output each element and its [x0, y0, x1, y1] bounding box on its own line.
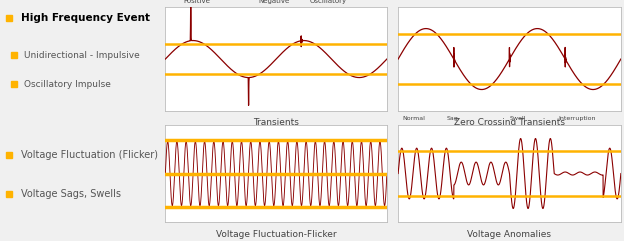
Text: Swell: Swell: [509, 116, 526, 121]
Text: Negative: Negative: [258, 0, 290, 4]
Text: Interruption: Interruption: [558, 116, 596, 121]
Text: Unidirectional - Impulsive: Unidirectional - Impulsive: [24, 51, 140, 60]
Text: High Frequency Event: High Frequency Event: [21, 13, 150, 23]
Text: Oscillatory: Oscillatory: [310, 0, 346, 4]
Text: Voltage Anomalies: Voltage Anomalies: [467, 230, 552, 239]
Text: Voltage Fluctuation (Flicker): Voltage Fluctuation (Flicker): [21, 150, 158, 160]
Text: Voltage Sags, Swells: Voltage Sags, Swells: [21, 189, 120, 199]
Text: Positive: Positive: [183, 0, 210, 4]
Text: Zero Crossing Transients: Zero Crossing Transients: [454, 118, 565, 127]
Text: Transients: Transients: [253, 118, 299, 127]
Text: Voltage Fluctuation-Flicker: Voltage Fluctuation-Flicker: [216, 230, 336, 239]
Text: Sag: Sag: [447, 116, 459, 121]
Text: Oscillatory Impulse: Oscillatory Impulse: [24, 80, 110, 89]
Text: Normal: Normal: [402, 116, 426, 121]
